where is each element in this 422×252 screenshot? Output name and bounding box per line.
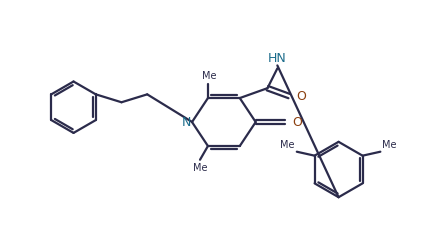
Text: HN: HN bbox=[268, 52, 287, 66]
Text: O: O bbox=[296, 89, 306, 103]
Text: O: O bbox=[292, 116, 302, 129]
Text: Me: Me bbox=[202, 71, 216, 81]
Text: Me: Me bbox=[280, 140, 295, 150]
Text: Me: Me bbox=[193, 163, 207, 173]
Text: Me: Me bbox=[382, 140, 397, 150]
Text: N: N bbox=[181, 116, 191, 129]
